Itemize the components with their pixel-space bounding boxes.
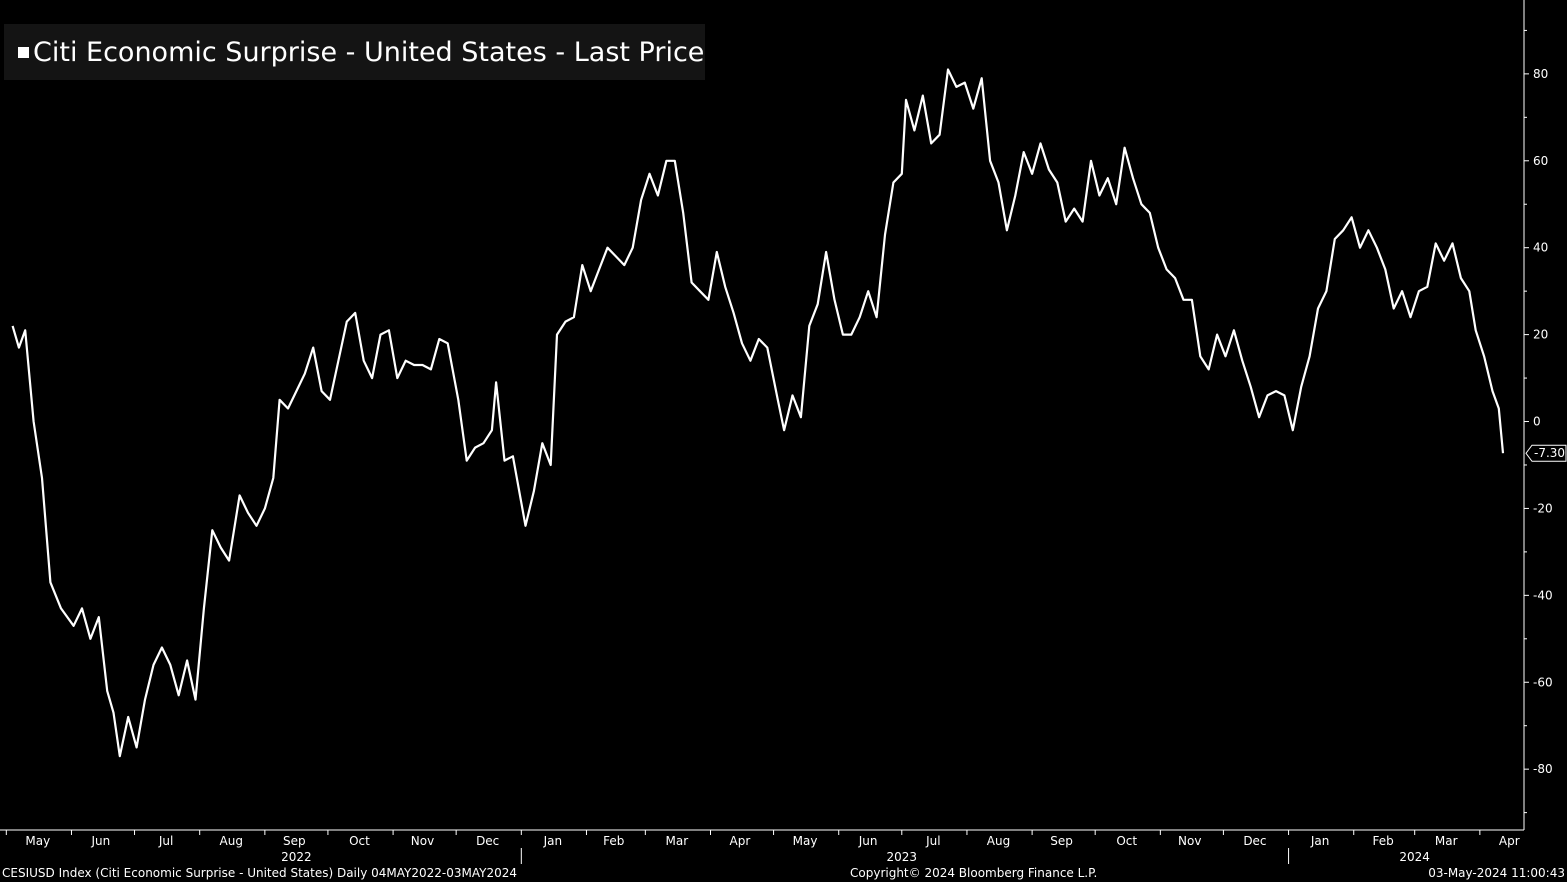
x-month-label: Feb [603, 834, 624, 848]
x-month-label: Mar [666, 834, 689, 848]
series-line-0 [11, 68, 1505, 758]
last-value-marker: -7.30 [1525, 444, 1567, 462]
x-month-label: Oct [349, 834, 370, 848]
x-year-label: 2022 [281, 850, 312, 864]
x-month-label: Aug [220, 834, 243, 848]
y-tick-label: 80 [1533, 67, 1548, 81]
y-tick-label: 40 [1533, 241, 1548, 255]
y-tick-label: 20 [1533, 328, 1548, 342]
x-month-label: Aug [987, 834, 1010, 848]
x-month-label: Jan [543, 834, 563, 848]
y-tick-label: -40 [1533, 588, 1553, 602]
x-month-label: Dec [476, 834, 499, 848]
last-value-label: -7.30 [1534, 446, 1565, 460]
x-month-label: Feb [1373, 834, 1394, 848]
x-month-label: Sep [1050, 834, 1073, 848]
legend-swatch [18, 46, 29, 58]
series-layer [11, 68, 1505, 758]
x-month-label: Jul [925, 834, 940, 848]
x-month-label: Jul [158, 834, 173, 848]
y-tick-label: -80 [1533, 762, 1553, 776]
x-month-label: May [793, 834, 818, 848]
x-month-label: Sep [283, 834, 306, 848]
legend-label: Citi Economic Surprise - United States -… [33, 36, 705, 68]
x-month-label: Jun [91, 834, 111, 848]
x-month-label: Dec [1243, 834, 1266, 848]
footer-right: 03-May-2024 11:00:43 [1428, 866, 1565, 880]
y-tick-label: 60 [1533, 154, 1548, 168]
x-month-label: Apr [730, 834, 751, 848]
x-month-label: Nov [1178, 834, 1201, 848]
x-month-label: Oct [1116, 834, 1137, 848]
y-tick-label: -60 [1533, 675, 1553, 689]
footer-left: CESIUSD Index (Citi Economic Surprise - … [2, 866, 518, 880]
x-month-label: Apr [1499, 834, 1520, 848]
x-year-label: 2023 [887, 850, 918, 864]
x-month-label: Jun [858, 834, 878, 848]
axes: 80 60 40 20 0 -20 -40 -60 -80 May Jun Jul Aug Sep Oct N… [0, 0, 1553, 864]
y-tick-label: -20 [1533, 501, 1553, 515]
x-year-label: 2024 [1399, 850, 1430, 864]
x-month-label: Mar [1435, 834, 1458, 848]
legend: Citi Economic Surprise - United States -… [4, 24, 705, 80]
footer-center: Copyright© 2024 Bloomberg Finance L.P. [850, 866, 1098, 880]
last-value-box [1525, 444, 1567, 462]
x-month-label: May [25, 834, 50, 848]
x-month-label: Nov [411, 834, 434, 848]
y-tick-label: 0 [1533, 415, 1541, 429]
x-month-label: Jan [1310, 834, 1330, 848]
